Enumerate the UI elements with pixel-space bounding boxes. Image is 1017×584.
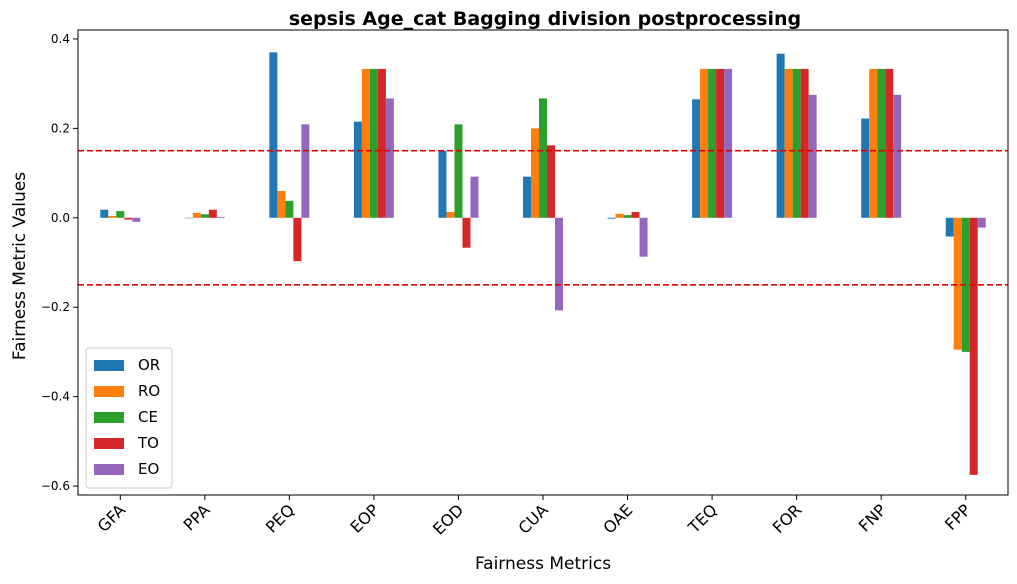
bar-or-oae [607, 217, 616, 219]
bar-eo-eod [470, 176, 479, 218]
bar-ce-ppa [200, 214, 209, 218]
bar-ro-oae [615, 213, 624, 218]
legend-label-ro: RO [138, 382, 160, 400]
bar-ce-for [792, 68, 801, 218]
bar-eo-gfa [132, 217, 141, 222]
bar-ce-gfa [116, 211, 125, 218]
legend-label-to: TO [137, 434, 159, 452]
bar-or-gfa [100, 209, 109, 218]
bar-eo-for [808, 94, 817, 218]
bar-ro-ppa [192, 212, 201, 218]
bar-ce-oae [623, 215, 632, 218]
bar-or-fpp [945, 217, 954, 237]
bar-or-ppa [184, 217, 193, 219]
plot-area: −0.6 −0.4 −0.2 0.0 0.2 0.4 GFA PPA PEQ EOP EOD CUA O… [41, 32, 1008, 539]
y-axis-label: Fairness Metric Values [10, 172, 30, 360]
bar-or-cua [523, 176, 531, 218]
bar-or-peq [269, 52, 278, 218]
bar-ce-fnp [877, 68, 886, 218]
x-tick-label: OAE [599, 500, 636, 537]
bar-to-ppa [208, 209, 217, 218]
bar-ro-for [784, 68, 793, 218]
bar-ro-cua [531, 128, 539, 218]
bar-ce-eop [369, 68, 378, 218]
bar-ro-teq [700, 68, 709, 218]
bar-ce-cua [539, 98, 547, 218]
legend-swatch-or [94, 360, 124, 371]
x-tick-label: FPP [941, 500, 975, 534]
legend-swatch-ro [94, 386, 124, 397]
y-tick-label: 0.4 [51, 32, 70, 46]
bar-eo-cua [555, 217, 563, 311]
x-tick-label: CUA [514, 500, 551, 537]
legend-swatch-eo [94, 464, 124, 475]
x-axis-label: Fairness Metrics [475, 554, 611, 574]
bar-or-teq [692, 99, 701, 218]
legend-swatch-to [94, 438, 124, 449]
legend-swatch-ce [94, 412, 124, 423]
bar-ro-fpp [953, 217, 962, 350]
bar-ro-eop [361, 68, 370, 218]
bar-to-eop [377, 68, 386, 218]
bar-or-fnp [861, 118, 870, 218]
y-tick-label: −0.2 [41, 300, 70, 314]
bar-ce-peq [285, 200, 294, 218]
legend-box [85, 347, 173, 489]
bar-eo-ppa [216, 216, 225, 218]
chart-title: sepsis Age_cat Bagging division postproc… [289, 8, 801, 30]
x-tick-label: FNP [855, 500, 890, 535]
bar-to-oae [631, 211, 640, 218]
bar-or-for [776, 53, 785, 218]
bar-to-gfa [124, 217, 133, 220]
legend-label-eo: EO [138, 460, 159, 478]
bar-ce-teq [708, 68, 717, 218]
x-tick-label: EOP [346, 500, 383, 537]
legend-label-or: OR [138, 356, 160, 374]
bar-to-peq [293, 217, 302, 262]
bar-to-fpp [969, 217, 978, 475]
y-tick-label: 0.0 [51, 211, 70, 225]
y-tick-label: −0.6 [41, 479, 70, 493]
y-tick-label: −0.4 [41, 390, 70, 404]
bar-ro-eod [446, 211, 455, 218]
bar-ro-gfa [108, 216, 117, 218]
bar-to-cua [547, 145, 555, 218]
plot-frame [77, 29, 1009, 496]
legend: OR RO CE TO EO [85, 347, 173, 489]
bar-to-fnp [885, 68, 894, 218]
bar-or-eod [438, 150, 447, 218]
x-tick-label: PEQ [262, 500, 298, 536]
bar-or-eop [353, 121, 362, 218]
y-tick-label: 0.2 [51, 121, 70, 135]
legend-label-ce: CE [138, 408, 158, 426]
bar-eo-eop [385, 98, 394, 218]
bar-ce-eod [454, 124, 463, 218]
bar-to-eod [462, 217, 471, 248]
bar-eo-teq [724, 68, 733, 218]
bar-ro-peq [277, 190, 286, 218]
bar-eo-fpp [977, 217, 986, 228]
bar-eo-fnp [893, 94, 902, 218]
bar-to-for [800, 68, 809, 218]
x-tick-label: GFA [94, 500, 129, 535]
x-tick-label: EOD [429, 500, 467, 538]
x-tick-label: FOR [769, 500, 806, 537]
x-tick-label: PPA [180, 500, 214, 534]
x-tick-label: TEQ [684, 500, 721, 537]
bar-to-teq [716, 68, 725, 218]
bar-eo-peq [301, 124, 310, 218]
bar-ro-fnp [869, 68, 878, 218]
bar-eo-oae [639, 217, 648, 257]
